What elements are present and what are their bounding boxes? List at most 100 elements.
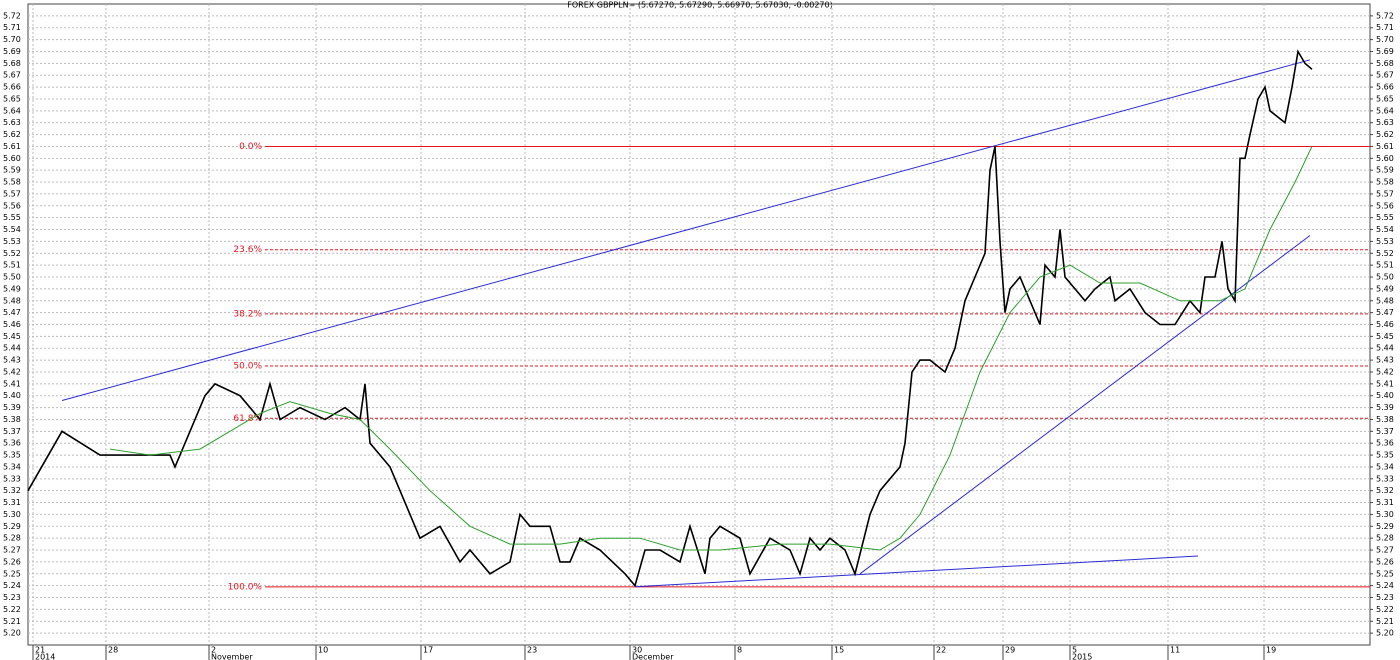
x-period-label: November (211, 653, 253, 660)
x-tick-label: 8 (737, 646, 742, 655)
y-tick-label: 5.72 (1376, 11, 1394, 20)
y-tick-label: 5.50 (1376, 273, 1394, 282)
y-tick-label: 5.57 (1376, 189, 1394, 198)
y-tick-label: 5.67 (3, 71, 21, 80)
price-line (27, 49, 1313, 588)
y-tick-label: 5.41 (1376, 379, 1394, 388)
x-tick-label: 29 (1005, 646, 1015, 655)
y-tick-label: 5.59 (1376, 166, 1394, 175)
y-tick-label: 5.32 (1376, 486, 1394, 495)
y-tick-label: 5.37 (3, 427, 21, 436)
y-tick-label: 5.70 (1376, 35, 1394, 44)
y-tick-label: 5.42 (3, 367, 21, 376)
y-tick-label: 5.68 (3, 59, 21, 68)
y-tick-label: 5.33 (1376, 474, 1394, 483)
y-tick-label: 5.28 (1376, 534, 1394, 543)
y-tick-label: 5.39 (3, 403, 21, 412)
y-tick-label: 5.54 (3, 225, 21, 234)
y-tick-label: 5.38 (3, 415, 21, 424)
moving-average-line (109, 146, 1313, 551)
y-tick-label: 5.28 (3, 534, 21, 543)
y-tick-label: 5.48 (3, 296, 21, 305)
y-tick-label: 5.47 (1376, 308, 1394, 317)
y-tick-label: 5.40 (1376, 391, 1394, 400)
y-tick-label: 5.72 (3, 11, 21, 20)
y-tick-label: 5.53 (3, 237, 21, 246)
trend-line (634, 555, 1199, 588)
y-tick-label: 5.21 (3, 617, 21, 626)
y-tick-label: 5.70 (3, 35, 21, 44)
chart-title: FOREX GBPPLN= (5.67270, 5.67290, 5.66970… (567, 1, 832, 10)
y-tick-label: 5.59 (3, 166, 21, 175)
y-tick-label: 5.32 (3, 486, 21, 495)
x-tick-label: 23 (527, 646, 537, 655)
y-tick-label: 5.44 (3, 344, 21, 353)
trend-line (61, 59, 1311, 401)
y-tick-label: 5.65 (1376, 94, 1394, 103)
y-tick-label: 5.66 (1376, 83, 1394, 92)
y-tick-label: 5.27 (3, 546, 21, 555)
y-tick-label: 5.63 (1376, 118, 1394, 127)
x-tick-label: 11 (1170, 646, 1180, 655)
y-tick-label: 5.26 (1376, 557, 1394, 566)
y-tick-label: 5.60 (3, 154, 21, 163)
y-tick-label: 5.30 (1376, 510, 1394, 519)
y-tick-label: 5.49 (1376, 284, 1394, 293)
y-tick-label: 5.65 (3, 94, 21, 103)
x-period-label: 2014 (35, 653, 55, 660)
y-tick-label: 5.63 (3, 118, 21, 127)
x-tick-label: 30 (632, 646, 642, 655)
x-tick-label: 5 (1072, 646, 1077, 655)
fib-label: 23.6% (233, 245, 262, 255)
fib-label: 38.2% (233, 309, 262, 319)
y-tick-label: 5.45 (1376, 332, 1394, 341)
y-tick-label: 5.43 (1376, 356, 1394, 365)
y-tick-label: 5.46 (1376, 320, 1394, 329)
y-tick-label: 5.23 (3, 593, 21, 602)
y-tick-label: 5.42 (1376, 367, 1394, 376)
y-tick-label: 5.26 (3, 557, 21, 566)
x-tick-label: 21 (35, 646, 45, 655)
y-tick-label: 5.37 (1376, 427, 1394, 436)
y-tick-label: 5.45 (3, 332, 21, 341)
y-tick-label: 5.36 (1376, 439, 1394, 448)
y-tick-label: 5.69 (3, 47, 21, 56)
y-tick-label: 5.43 (3, 356, 21, 365)
y-tick-label: 5.56 (3, 201, 21, 210)
y-tick-label: 5.24 (1376, 581, 1394, 590)
y-tick-label: 5.47 (3, 308, 21, 317)
y-tick-label: 5.64 (3, 106, 21, 115)
y-tick-label: 5.38 (1376, 415, 1394, 424)
y-tick-label: 5.36 (3, 439, 21, 448)
y-tick-label: 5.24 (3, 581, 21, 590)
y-tick-label: 5.58 (1376, 178, 1394, 187)
y-tick-label: 5.21 (1376, 617, 1394, 626)
y-tick-label: 5.71 (1376, 23, 1394, 32)
y-tick-label: 5.44 (1376, 344, 1394, 353)
y-tick-label: 5.51 (1376, 261, 1394, 270)
y-tick-label: 5.48 (1376, 296, 1394, 305)
y-tick-label: 5.58 (3, 178, 21, 187)
y-tick-label: 5.71 (3, 23, 21, 32)
x-tick-label: 22 (936, 646, 946, 655)
y-tick-label: 5.67 (1376, 71, 1394, 80)
fib-label: 50.0% (233, 362, 262, 372)
y-tick-label: 5.54 (1376, 225, 1394, 234)
y-tick-label: 5.57 (3, 189, 21, 198)
y-tick-label: 5.69 (1376, 47, 1394, 56)
x-period-label: 2015 (1072, 653, 1092, 660)
y-tick-label: 5.20 (3, 629, 21, 638)
y-tick-label: 5.53 (1376, 237, 1394, 246)
y-tick-label: 5.35 (1376, 451, 1394, 460)
y-tick-label: 5.30 (3, 510, 21, 519)
x-tick-label: 10 (318, 646, 328, 655)
y-tick-label: 5.68 (1376, 59, 1394, 68)
y-tick-label: 5.25 (1376, 569, 1394, 578)
x-tick-label: 2 (211, 646, 216, 655)
y-tick-label: 5.22 (1376, 605, 1394, 614)
y-tick-label: 5.34 (1376, 462, 1394, 471)
y-tick-label: 5.31 (1376, 498, 1394, 507)
y-tick-label: 5.22 (3, 605, 21, 614)
fib-label: 61.8% (233, 414, 262, 424)
